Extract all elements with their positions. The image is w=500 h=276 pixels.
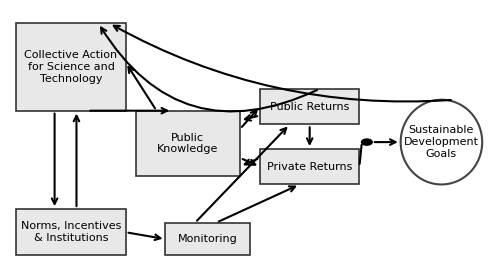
FancyBboxPatch shape bbox=[260, 149, 360, 184]
Ellipse shape bbox=[400, 100, 482, 184]
FancyBboxPatch shape bbox=[16, 23, 126, 111]
Text: Collective Action
for Science and
Technology: Collective Action for Science and Techno… bbox=[24, 50, 118, 84]
Text: Private Returns: Private Returns bbox=[267, 162, 352, 172]
Text: Public Returns: Public Returns bbox=[270, 102, 349, 112]
Text: Sustainable
Development
Goals: Sustainable Development Goals bbox=[404, 126, 479, 159]
Text: Public
Knowledge: Public Knowledge bbox=[157, 133, 218, 154]
Text: Monitoring: Monitoring bbox=[178, 234, 238, 244]
FancyBboxPatch shape bbox=[16, 209, 126, 256]
Text: Norms, Incentives
& Institutions: Norms, Incentives & Institutions bbox=[21, 221, 121, 243]
FancyBboxPatch shape bbox=[260, 89, 360, 124]
FancyBboxPatch shape bbox=[136, 111, 240, 176]
Circle shape bbox=[362, 139, 372, 145]
FancyBboxPatch shape bbox=[166, 223, 250, 256]
